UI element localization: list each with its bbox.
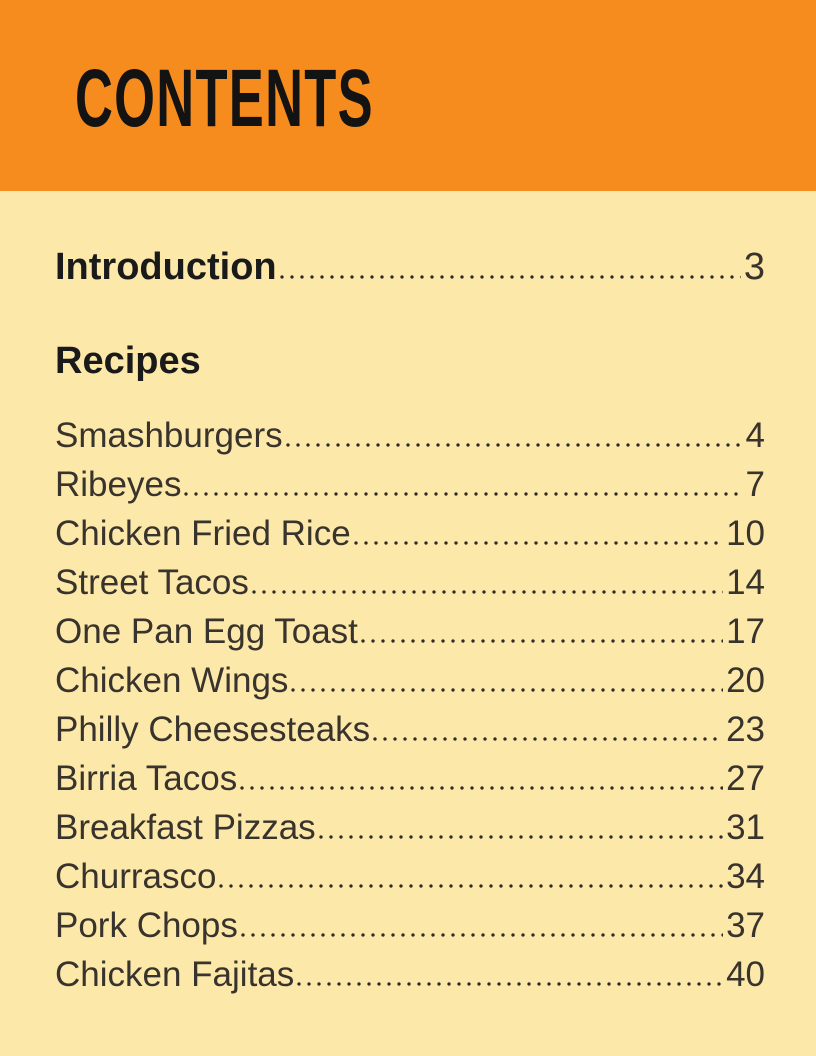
toc-list: Smashburgers 4 Ribeyes 7 Chicken Fried R…	[55, 418, 765, 992]
page-title: CONTENTS	[75, 52, 374, 144]
toc-entry-row[interactable]: Smashburgers 4	[55, 418, 765, 453]
toc-entry-row[interactable]: Ribeyes 7	[55, 467, 765, 502]
toc-entry-row[interactable]: Churrasco 34	[55, 859, 765, 894]
leader-dots	[184, 492, 743, 497]
toc-entry-row[interactable]: Birria Tacos 27	[55, 761, 765, 796]
leader-dots	[219, 884, 724, 889]
toc-entry-label: Chicken Fajitas	[55, 955, 295, 995]
toc-entry-row[interactable]: Chicken Wings 20	[55, 663, 765, 698]
toc-entry-page: 4	[745, 416, 765, 456]
toc-entry-page: 20	[726, 661, 765, 701]
toc-intro-row[interactable]: Introduction 3	[55, 245, 765, 291]
toc-entry-row[interactable]: One Pan Egg Toast 17	[55, 614, 765, 649]
section-heading-recipes: Recipes	[55, 339, 201, 382]
toc-entry-page: 40	[726, 955, 765, 995]
toc-entry-page: 17	[726, 612, 765, 652]
toc-entry-row[interactable]: Street Tacos 14	[55, 565, 765, 600]
leader-dots	[291, 688, 724, 693]
toc-entry-label: Street Tacos	[55, 563, 249, 603]
toc-entry-row[interactable]: Chicken Fajitas 40	[55, 957, 765, 992]
toc-entry-label: Ribeyes	[55, 465, 182, 505]
toc-entry-label: Chicken Fried Rice	[55, 514, 351, 554]
toc-entry-page: 31	[726, 808, 765, 848]
leader-dots	[240, 786, 724, 791]
leader-dots	[373, 737, 724, 742]
leader-dots	[360, 639, 724, 644]
leader-dots	[318, 835, 724, 840]
leader-dots	[353, 541, 724, 546]
toc-entry-page: 14	[726, 563, 765, 603]
toc-entry-label: Breakfast Pizzas	[55, 808, 316, 848]
toc-entry-label: Philly Cheesesteaks	[55, 710, 371, 750]
toc-entry-label: One Pan Egg Toast	[55, 612, 358, 652]
toc-entry-label: Smashburgers	[55, 416, 283, 456]
toc-entry-row[interactable]: Philly Cheesesteaks 23	[55, 712, 765, 747]
toc-entry-label: Pork Chops	[55, 906, 238, 946]
leader-dots	[251, 590, 724, 595]
toc-intro-label: Introduction	[55, 246, 277, 288]
toc-intro-page: 3	[743, 246, 765, 288]
toc-content: Introduction 3 Recipes Smashburgers 4 Ri…	[0, 245, 816, 992]
toc-entry-page: 7	[745, 465, 765, 505]
toc-entry-page: 34	[726, 857, 765, 897]
toc-entry-page: 23	[726, 710, 765, 750]
toc-entry-label: Churrasco	[55, 857, 217, 897]
leader-dots	[279, 275, 741, 279]
toc-entry-label: Birria Tacos	[55, 759, 238, 799]
leader-dots	[285, 443, 743, 448]
toc-entry-row[interactable]: Chicken Fried Rice 10	[55, 516, 765, 551]
leader-dots	[297, 982, 724, 987]
toc-entry-row[interactable]: Pork Chops 37	[55, 908, 765, 943]
toc-entry-page: 27	[726, 759, 765, 799]
toc-entry-label: Chicken Wings	[55, 661, 289, 701]
toc-entry-row[interactable]: Breakfast Pizzas 31	[55, 810, 765, 845]
header-band: CONTENTS	[0, 0, 816, 191]
toc-entry-page: 10	[726, 514, 765, 554]
toc-entry-page: 37	[726, 906, 765, 946]
leader-dots	[240, 933, 724, 938]
